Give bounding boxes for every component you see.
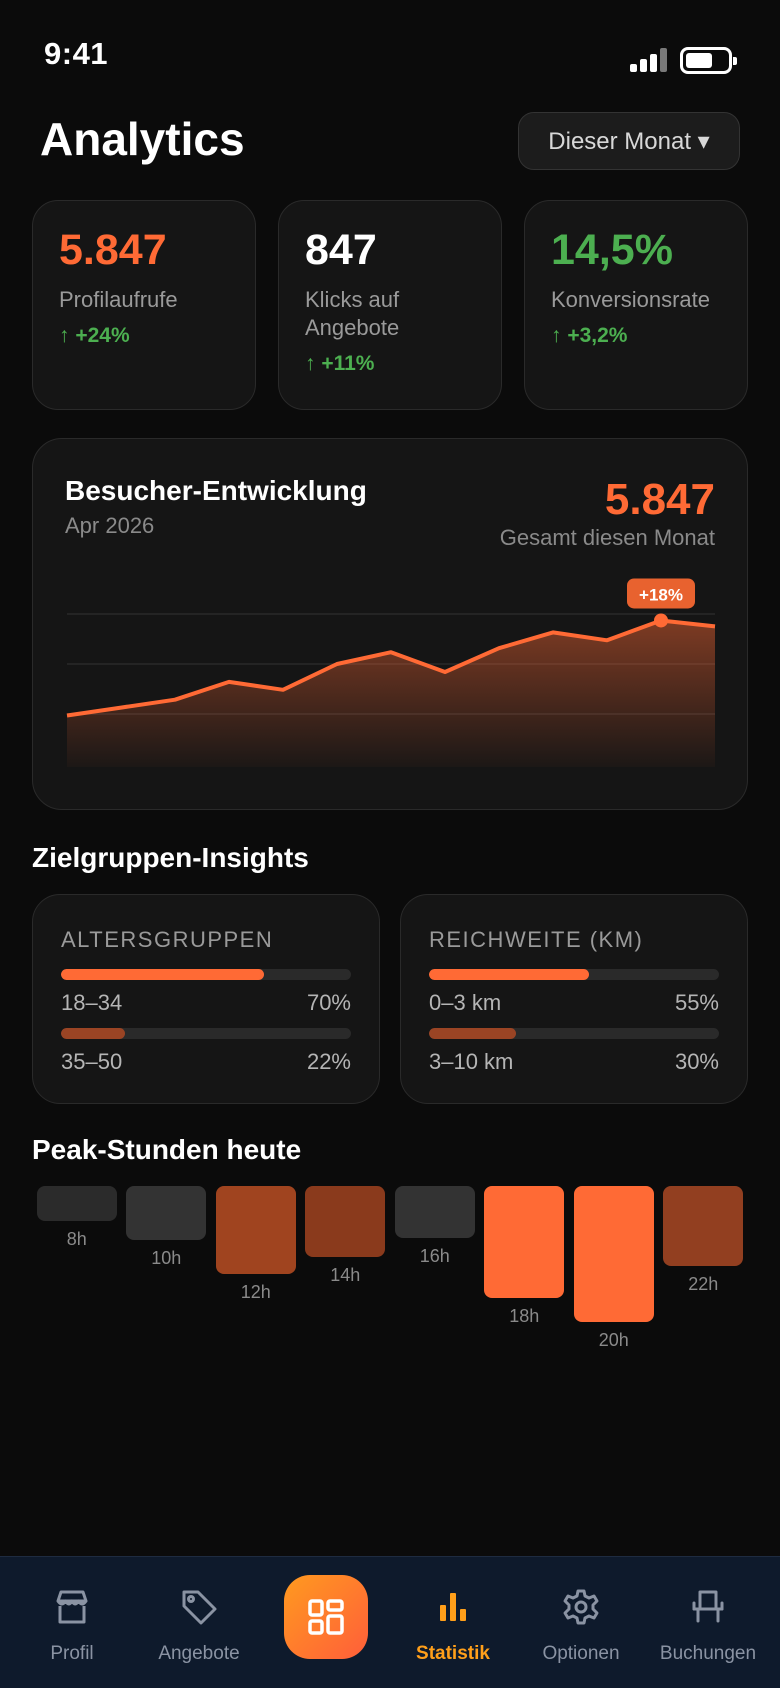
- nav-label: Statistik: [416, 1643, 490, 1664]
- kpi-value: 14,5%: [551, 226, 673, 274]
- trend-badge: +18%: [627, 578, 695, 609]
- insight-row: 35–50 22%: [61, 1028, 351, 1075]
- kpi-value: 5.847: [59, 226, 167, 274]
- trend-total: 5.847: [604, 475, 715, 524]
- peak-hour-label: 12h: [240, 1282, 271, 1302]
- peak-hour-label: 8h: [66, 1229, 87, 1249]
- progress-track: [61, 1028, 351, 1039]
- trend-subtitle: Apr 2026: [65, 513, 155, 538]
- peak-hour-bar: [484, 1186, 565, 1298]
- insight-heading: ALTERSGRUPPEN: [61, 927, 274, 952]
- insight-heading: REICHWEITE (KM): [429, 927, 644, 952]
- status-time: 9:41: [44, 36, 109, 71]
- insight-row: 18–34 70%: [61, 969, 351, 1016]
- nav-label: Profil: [50, 1643, 94, 1664]
- progress-fill: [61, 969, 264, 980]
- row-value: 22%: [306, 1049, 351, 1074]
- nav-item-angebote[interactable]: Angebote: [134, 1557, 264, 1688]
- period-dropdown-label: Dieser Monat ▾: [548, 127, 710, 155]
- peak-hour-bar: [663, 1186, 744, 1266]
- insight-card-reach: REICHWEITE (KM) 0–3 km 55% 3–10 km 30%: [400, 894, 748, 1104]
- bar-chart-icon: [440, 1593, 466, 1621]
- chair-icon: [692, 1590, 724, 1623]
- peak-hour-label: 22h: [688, 1274, 719, 1294]
- peak-hour-bar: [36, 1186, 117, 1221]
- trend-area: [67, 620, 715, 767]
- kpi-delta: ↑ +11%: [305, 352, 375, 375]
- gear-icon: [563, 1589, 599, 1625]
- nav-center-button[interactable]: [284, 1575, 368, 1659]
- row-value: 30%: [674, 1049, 719, 1074]
- kpi-delta: ↑ +3,2%: [551, 324, 628, 347]
- kpi-value: 847: [305, 226, 377, 274]
- insight-card-age: ALTERSGRUPPEN 18–34 70% 35–50 22%: [32, 894, 380, 1104]
- peak-hour-column: 8h: [36, 1186, 117, 1250]
- peak-hour-column: 22h: [663, 1186, 744, 1295]
- kpi-delta: ↑ +24%: [59, 324, 130, 347]
- progress-track: [429, 1028, 719, 1039]
- insights-title: Zielgruppen-Insights: [32, 842, 309, 873]
- peak-hour-column: 20h: [573, 1186, 654, 1351]
- kpi-card-offer-clicks[interactable]: 847 Klicks auf Angebote ↑ +11%: [278, 200, 502, 410]
- kpi-label: Konversionsrate: [551, 287, 710, 312]
- peak-hour-column: 14h: [305, 1186, 386, 1286]
- progress-fill: [429, 969, 589, 980]
- peak-hour-bar: [215, 1186, 296, 1274]
- peak-hour-label: 16h: [419, 1246, 450, 1266]
- trend-point: [654, 613, 668, 628]
- nav-label: Buchungen: [659, 1643, 757, 1664]
- progress-track: [61, 969, 351, 980]
- tag-icon: [182, 1590, 217, 1625]
- nav-item-statistik[interactable]: Statistik: [388, 1557, 518, 1688]
- row-value: 70%: [306, 990, 351, 1015]
- store-icon: [56, 1590, 88, 1624]
- row-label: 3–10 km: [429, 1049, 514, 1074]
- insight-row: 3–10 km 30%: [429, 1028, 719, 1075]
- row-value: 55%: [674, 990, 719, 1015]
- page-title: Analytics: [40, 113, 245, 165]
- kpi-card-profile-views[interactable]: 5.847 Profilaufrufe ↑ +24%: [32, 200, 256, 410]
- peak-hours-chart: 8h 10h 12h 14h 16h 18h 20h 22h: [32, 1186, 748, 1366]
- progress-track: [429, 969, 719, 980]
- peak-hour-label: 10h: [151, 1248, 182, 1268]
- progress-fill: [61, 1028, 125, 1039]
- peak-hour-column: 18h: [484, 1186, 565, 1327]
- visitor-trend-card: Besucher-Entwicklung Apr 2026 5.847 Gesa…: [32, 438, 748, 810]
- insight-row: 0–3 km 55%: [429, 969, 719, 1016]
- nav-label: Optionen: [542, 1643, 620, 1664]
- dashboard-icon: [308, 1599, 344, 1635]
- status-bar: 9:41: [0, 0, 780, 100]
- kpi-label: Profilaufrufe: [59, 287, 178, 312]
- battery-icon: [680, 47, 737, 74]
- nav-label: Angebote: [158, 1643, 240, 1664]
- peak-hour-column: 10h: [126, 1186, 207, 1269]
- peak-hour-bar: [573, 1186, 654, 1322]
- peak-hour-column: 12h: [215, 1186, 296, 1303]
- row-label: 0–3 km: [429, 990, 502, 1015]
- peak-hour-label: 18h: [509, 1306, 540, 1326]
- period-dropdown[interactable]: Dieser Monat ▾: [518, 112, 740, 170]
- nav-item-buchungen[interactable]: Buchungen: [643, 1557, 773, 1688]
- signal-icon: [630, 48, 670, 72]
- bottom-nav: Profil Angebote Statistik Optionen: [0, 1556, 780, 1688]
- row-label: 18–34: [61, 990, 123, 1015]
- trend-line: [66, 618, 716, 718]
- peak-hour-bar: [305, 1186, 386, 1257]
- peak-hour-label: 20h: [598, 1330, 629, 1350]
- progress-fill: [429, 1028, 516, 1039]
- visitor-trend-chart: +18%: [66, 578, 716, 767]
- nav-item-profil[interactable]: Profil: [7, 1557, 137, 1688]
- peak-hours-title: Peak-Stunden heute: [32, 1134, 302, 1165]
- nav-item-optionen[interactable]: Optionen: [516, 1557, 646, 1688]
- peak-hour-column: 16h: [394, 1186, 475, 1267]
- trend-title: Besucher-Entwicklung: [65, 475, 367, 506]
- peak-hour-bar: [394, 1186, 475, 1238]
- kpi-card-conversion-rate[interactable]: 14,5% Konversionsrate ↑ +3,2%: [524, 200, 748, 410]
- row-label: 35–50: [61, 1049, 123, 1074]
- kpi-label: Klicks auf Angebote: [305, 287, 400, 340]
- peak-hour-label: 14h: [330, 1265, 361, 1285]
- trend-badge-label: +18%: [639, 585, 683, 604]
- trend-total-label: Gesamt diesen Monat: [499, 525, 715, 550]
- peak-hour-bar: [126, 1186, 207, 1240]
